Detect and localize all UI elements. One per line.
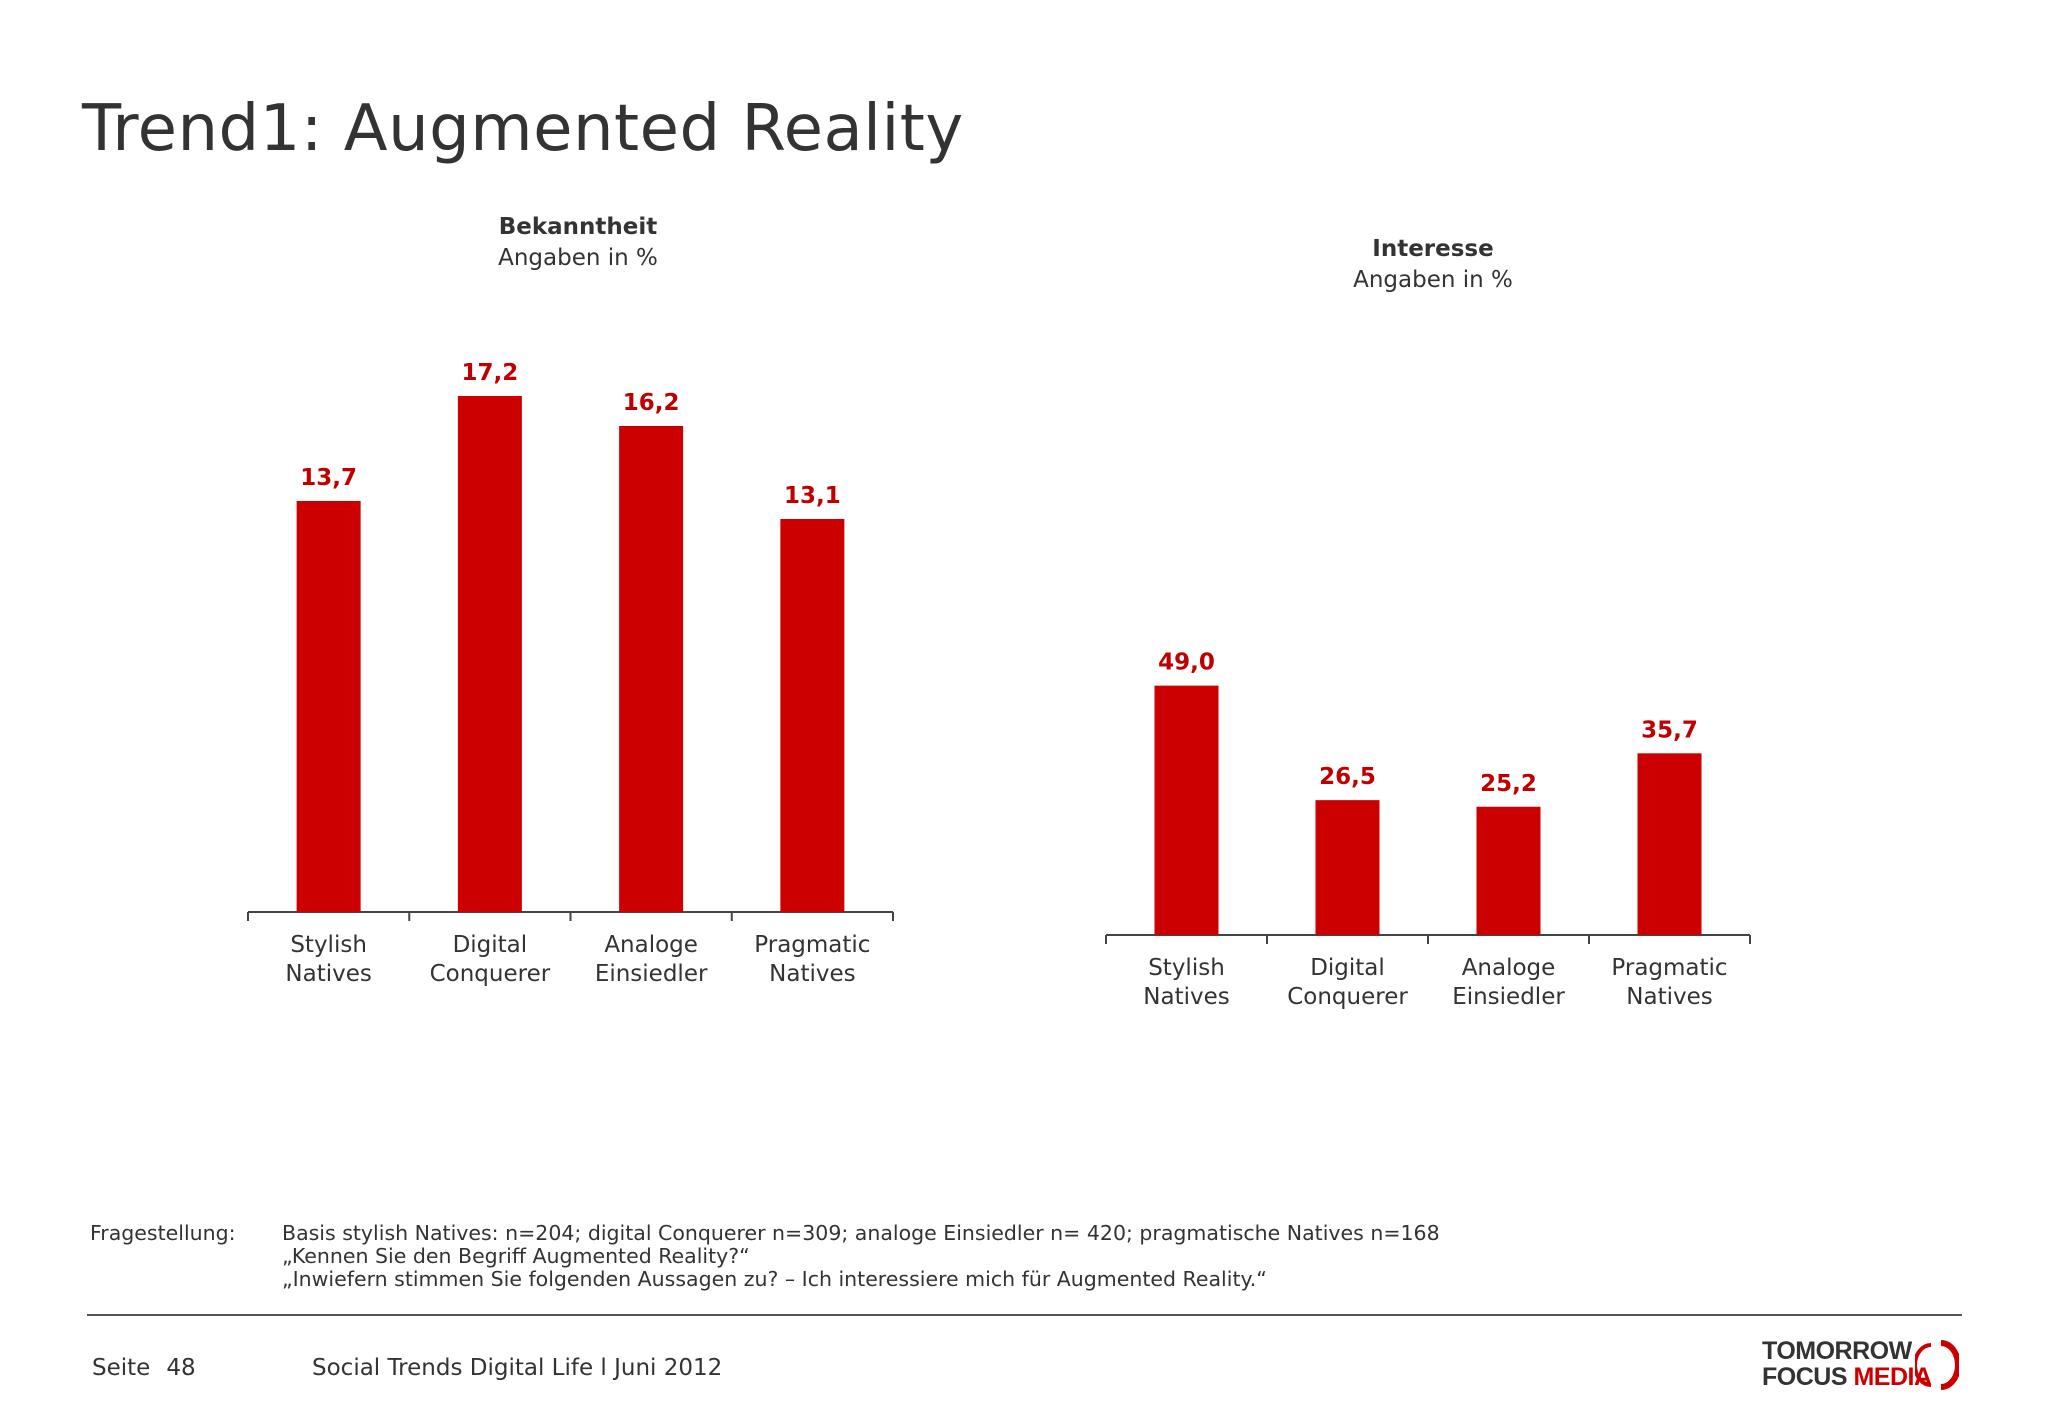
category-label: Natives xyxy=(1143,984,1229,1010)
data-label: 26,5 xyxy=(1319,764,1376,790)
chart-left-subtitle: Angaben in % xyxy=(498,245,658,271)
data-label: 16,2 xyxy=(623,390,680,416)
category-label: Stylish xyxy=(1148,955,1225,981)
bar xyxy=(296,501,361,912)
bar xyxy=(1315,800,1380,935)
footer-page-number: Seite 48 xyxy=(92,1355,196,1381)
data-label: 35,7 xyxy=(1641,717,1698,743)
category-label: Conquerer xyxy=(1287,984,1408,1010)
bar xyxy=(1637,753,1702,935)
page-number: 48 xyxy=(166,1355,196,1381)
page-title: Trend1: Augmented Reality xyxy=(82,92,964,166)
chart-right-subtitle: Angaben in % xyxy=(1353,267,1513,293)
category-label: Digital xyxy=(1310,955,1385,981)
category-label: Einsiedler xyxy=(1452,984,1565,1010)
fragestellung-text: Basis stylish Natives: n=204; digital Co… xyxy=(282,1222,1440,1291)
category-label: Digital xyxy=(453,932,528,958)
fragestellung-label: Fragestellung: xyxy=(90,1221,236,1245)
data-label: 13,7 xyxy=(300,465,357,491)
data-label: 25,2 xyxy=(1480,771,1537,797)
category-label: Natives xyxy=(769,961,855,987)
chart-left-heading: Bekanntheit Angaben in % xyxy=(278,212,878,274)
category-label: Pragmatic xyxy=(1611,955,1727,981)
footer-title: Social Trends Digital Life l Juni 2012 xyxy=(312,1355,723,1381)
fragestellung-line: Basis stylish Natives: n=204; digital Co… xyxy=(282,1221,1440,1245)
bar xyxy=(780,519,845,912)
category-label: Stylish xyxy=(290,932,367,958)
logo-line-1: TOMORROW xyxy=(1762,1337,1912,1365)
category-label: Einsiedler xyxy=(595,961,708,987)
fragestellung-line: „Kennen Sie den Begriff Augmented Realit… xyxy=(282,1244,750,1268)
bar xyxy=(1476,806,1541,935)
data-label: 13,1 xyxy=(784,483,841,509)
logo-ring-icon xyxy=(1915,1340,1959,1390)
category-label: Conquerer xyxy=(430,961,551,987)
logo-line-2: FOCUS MEDIA xyxy=(1762,1363,1932,1392)
chart-bekanntheit: 13,7 Stylish Natives 17,2 Digital Conquerer 16… xyxy=(247,360,894,987)
bar xyxy=(619,426,684,912)
category-label: Pragmatic xyxy=(754,932,870,958)
chart-interesse: 49,0 Stylish Natives 26,5 Digital Conquerer 25… xyxy=(1105,650,1751,1010)
data-label: 17,2 xyxy=(462,360,519,386)
fragestellung-line: „Inwiefern stimmen Sie folgenden Aussage… xyxy=(282,1267,1267,1291)
data-label: 49,0 xyxy=(1158,650,1215,676)
chart-right-title: Interesse xyxy=(1372,236,1494,262)
category-label: Natives xyxy=(1626,984,1712,1010)
category-label: Analoge xyxy=(1462,955,1556,981)
category-label: Analoge xyxy=(604,932,698,958)
bar xyxy=(457,396,522,912)
category-label: Natives xyxy=(285,961,371,987)
chart-left-title: Bekanntheit xyxy=(498,214,658,240)
footer-divider xyxy=(87,1314,1962,1316)
bar xyxy=(1154,685,1219,935)
logo-focus: FOCUS xyxy=(1762,1363,1848,1391)
tomorrow-focus-media-logo: TOMORROW FOCUS MEDIA xyxy=(1762,1337,1962,1393)
chart-right-heading: Interesse Angaben in % xyxy=(1133,234,1733,296)
page-label: Seite xyxy=(92,1355,151,1381)
